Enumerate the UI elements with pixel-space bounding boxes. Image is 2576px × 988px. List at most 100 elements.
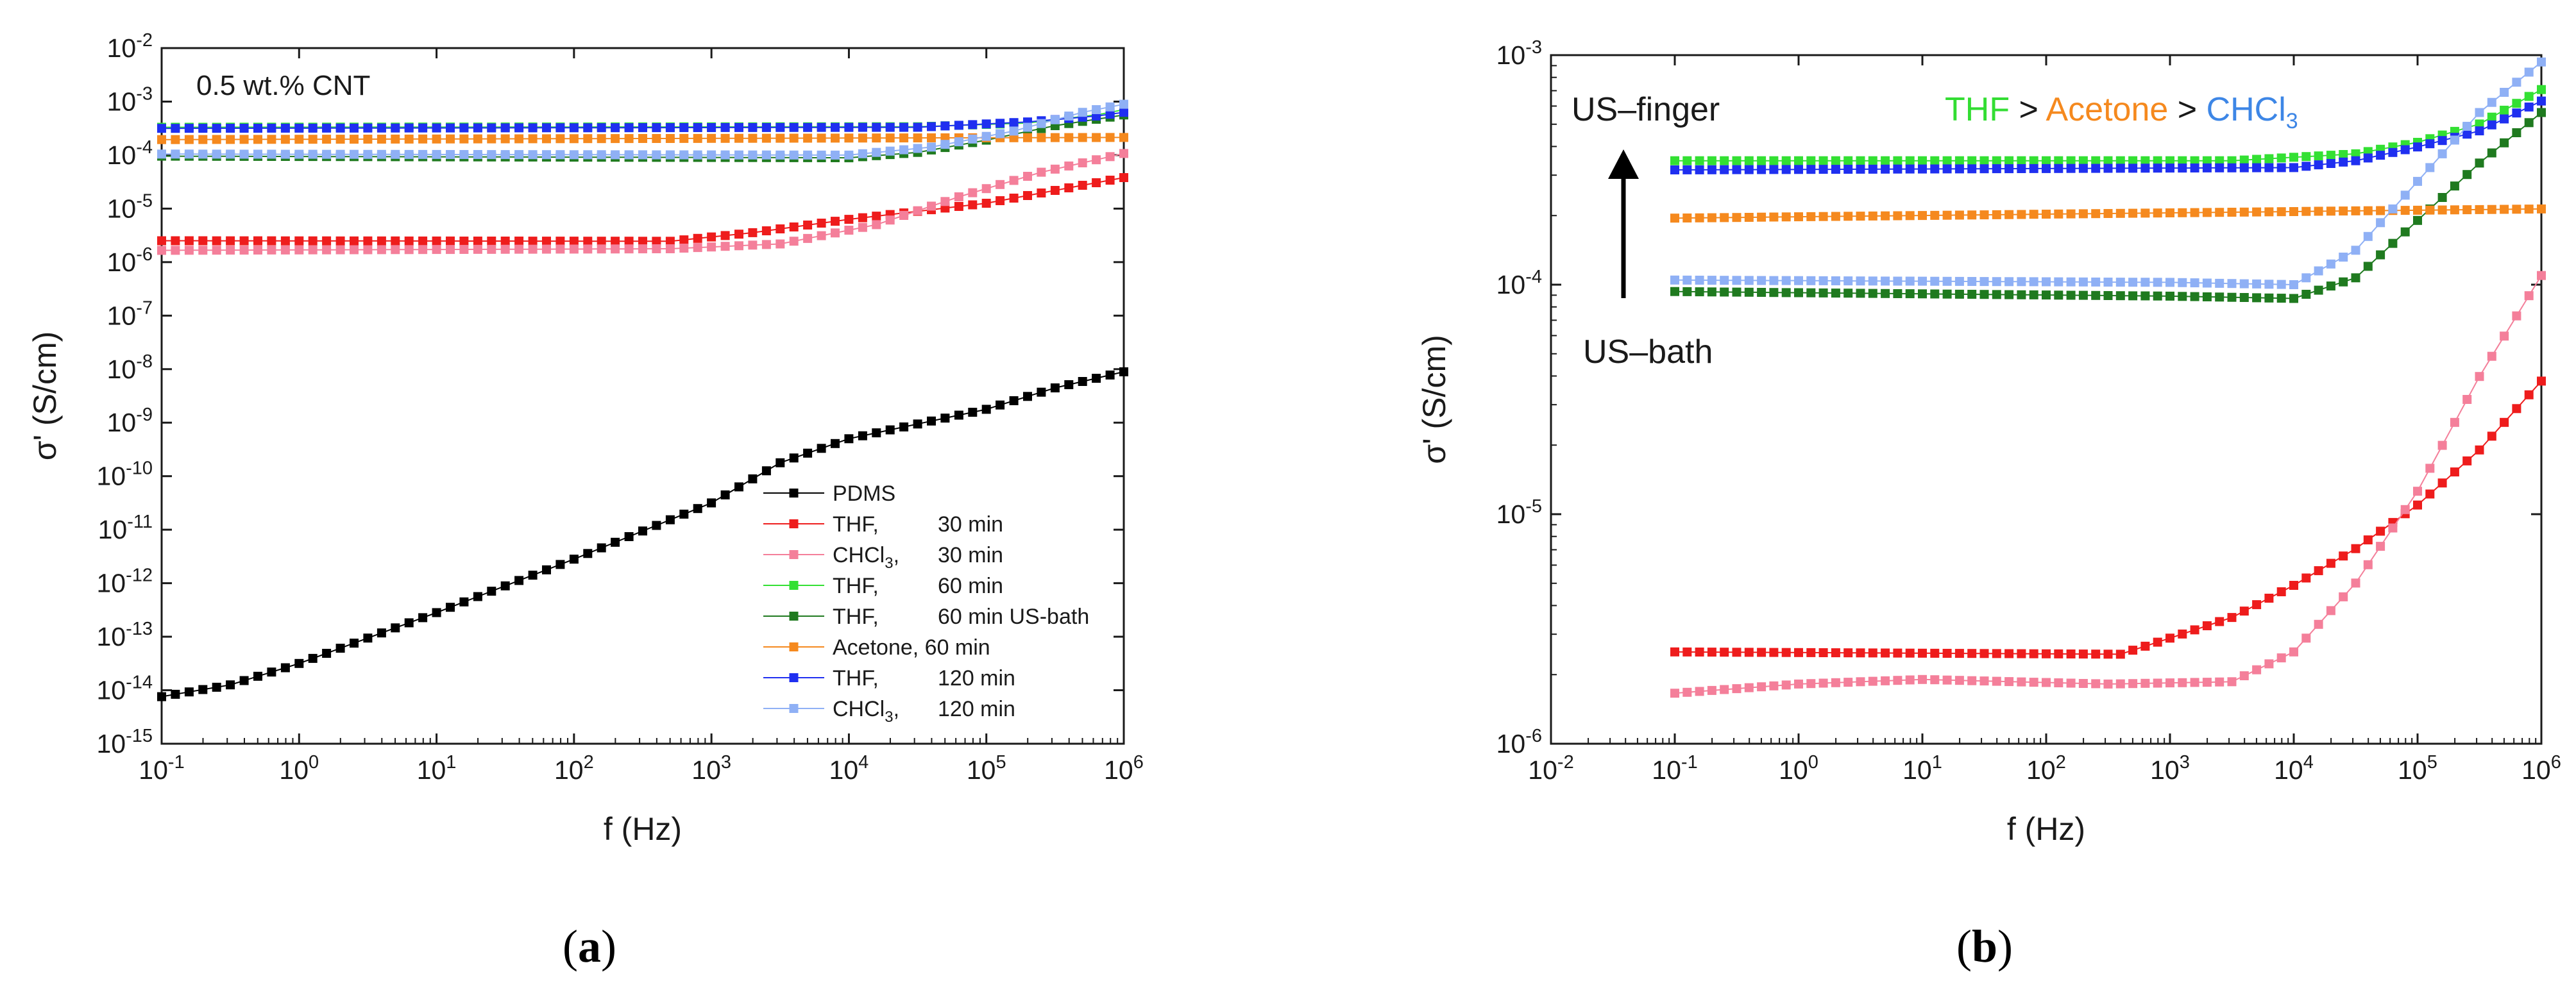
data-point bbox=[2500, 138, 2509, 147]
data-point bbox=[624, 134, 634, 144]
data-point bbox=[377, 135, 386, 144]
data-point bbox=[1856, 276, 1865, 286]
data-point bbox=[831, 228, 840, 238]
data-point bbox=[968, 200, 978, 210]
data-point bbox=[720, 242, 730, 251]
data-point bbox=[1695, 165, 1704, 174]
data-point bbox=[2450, 135, 2459, 145]
data-point bbox=[1682, 165, 1692, 174]
data-point bbox=[542, 134, 551, 144]
data-point bbox=[954, 410, 963, 420]
data-point bbox=[2066, 290, 2076, 300]
data-point bbox=[885, 146, 895, 156]
data-point bbox=[2178, 292, 2187, 301]
data-point bbox=[2029, 678, 2038, 687]
data-point bbox=[198, 236, 208, 246]
data-point bbox=[1064, 380, 1074, 389]
data-point bbox=[1905, 648, 1915, 658]
data-point bbox=[1707, 648, 1716, 657]
data-point bbox=[1979, 676, 1989, 686]
data-point bbox=[1744, 683, 1754, 692]
data-point bbox=[624, 237, 634, 246]
data-point bbox=[1806, 288, 1816, 297]
data-point bbox=[1769, 288, 1779, 297]
data-point bbox=[226, 246, 235, 255]
data-point bbox=[2202, 678, 2212, 687]
data-point bbox=[2339, 150, 2348, 159]
data-point bbox=[981, 119, 991, 129]
data-point bbox=[2054, 163, 2063, 173]
data-point bbox=[1119, 149, 1128, 158]
data-point bbox=[748, 240, 758, 250]
data-point bbox=[2376, 151, 2385, 160]
data-point bbox=[1992, 164, 2001, 174]
data-point bbox=[2128, 278, 2138, 287]
data-point bbox=[1930, 289, 1940, 299]
data-point bbox=[1918, 648, 1927, 658]
data-point bbox=[2276, 153, 2286, 163]
data-point bbox=[267, 123, 276, 133]
data-point bbox=[2264, 280, 2274, 289]
legend-item: Acetone, 60 min bbox=[763, 635, 990, 660]
data-point bbox=[2264, 594, 2274, 603]
data-point bbox=[1954, 156, 1964, 165]
data-point bbox=[1918, 276, 1927, 286]
data-point bbox=[1930, 648, 1940, 658]
y-tick-label: 10-4 bbox=[1496, 267, 1542, 299]
data-point bbox=[2314, 266, 2323, 276]
data-point bbox=[1744, 276, 1754, 285]
data-point bbox=[514, 244, 524, 254]
data-point bbox=[2413, 500, 2422, 510]
data-point bbox=[1105, 110, 1115, 119]
data-point bbox=[2276, 163, 2286, 172]
data-point bbox=[198, 685, 208, 694]
data-point bbox=[2537, 108, 2546, 117]
data-point bbox=[1064, 183, 1074, 192]
legend-label: THF, bbox=[833, 512, 879, 537]
data-point bbox=[1942, 649, 1952, 658]
data-point bbox=[1009, 118, 1019, 128]
data-point bbox=[1818, 276, 1828, 285]
data-point bbox=[2450, 467, 2459, 477]
data-point bbox=[555, 237, 565, 246]
legend-marker bbox=[789, 550, 799, 559]
data-point bbox=[2178, 156, 2187, 165]
data-point bbox=[226, 124, 235, 133]
data-point bbox=[2115, 679, 2125, 689]
data-point bbox=[322, 236, 332, 246]
data-point bbox=[1009, 176, 1019, 185]
data-point bbox=[184, 246, 194, 255]
data-point bbox=[1979, 277, 1989, 287]
series-line bbox=[1674, 380, 2542, 655]
data-point bbox=[1757, 212, 1767, 222]
data-point bbox=[363, 135, 373, 144]
data-point bbox=[954, 121, 963, 130]
data-point bbox=[184, 687, 194, 697]
data-point bbox=[2475, 158, 2484, 168]
data-point bbox=[2326, 606, 2335, 615]
data-point bbox=[157, 135, 166, 144]
x-tick-label: 102 bbox=[2026, 752, 2066, 785]
data-point bbox=[198, 124, 208, 133]
data-point bbox=[280, 123, 290, 133]
data-point bbox=[2178, 163, 2187, 173]
data-point bbox=[2276, 294, 2286, 303]
x-tick-label: 105 bbox=[2398, 752, 2437, 785]
data-point bbox=[2004, 677, 2014, 687]
data-point bbox=[1979, 290, 1989, 299]
y-tick-label: 10-8 bbox=[107, 351, 153, 384]
data-point bbox=[2078, 649, 2088, 659]
data-point bbox=[2202, 156, 2212, 165]
data-point bbox=[500, 123, 510, 133]
data-point bbox=[2351, 578, 2360, 588]
data-point bbox=[2437, 478, 2447, 488]
data-point bbox=[294, 123, 304, 133]
data-point bbox=[2227, 208, 2237, 217]
data-point bbox=[2500, 88, 2509, 97]
data-point bbox=[1918, 156, 1927, 165]
data-point bbox=[391, 245, 400, 255]
data-point bbox=[2326, 259, 2335, 269]
data-point bbox=[1905, 276, 1915, 286]
data-point bbox=[350, 123, 359, 133]
